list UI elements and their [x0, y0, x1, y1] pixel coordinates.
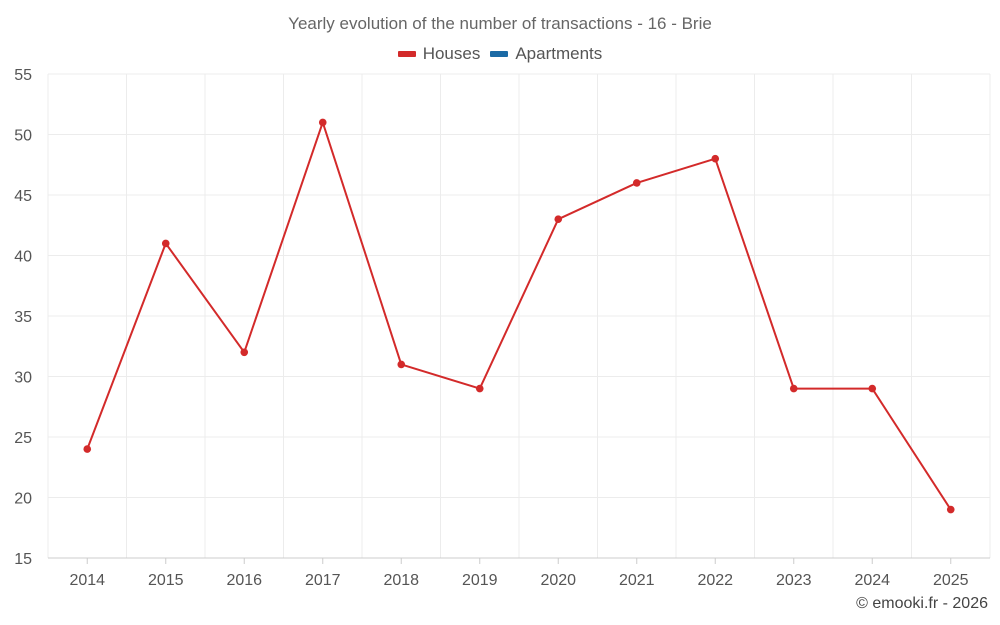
chart-legend: Houses Apartments	[0, 44, 1000, 64]
x-tick-label: 2015	[148, 572, 184, 589]
data-point	[397, 360, 406, 369]
x-tick-label: 2020	[540, 572, 576, 589]
series-line-houses	[86, 121, 952, 511]
x-tick-label: 2023	[776, 572, 812, 589]
y-tick-label: 25	[14, 430, 32, 447]
y-tick-label: 15	[14, 551, 32, 568]
y-tick-label: 55	[14, 67, 32, 84]
x-tick-label: 2025	[933, 572, 969, 589]
data-point	[632, 179, 641, 187]
credit-text: © emooki.fr - 2026	[856, 595, 988, 612]
legend-item-houses[interactable]: Houses	[397, 44, 481, 64]
legend-swatch-apartments	[490, 51, 509, 57]
data-point	[554, 215, 563, 223]
x-tick-label: 2017	[305, 572, 341, 589]
x-tick-label: 2022	[697, 572, 733, 589]
data-point	[868, 384, 877, 393]
y-tick-label: 45	[14, 188, 32, 205]
x-tick-label: 2024	[854, 572, 890, 589]
data-point	[946, 505, 955, 514]
legend-label-houses: Houses	[422, 44, 481, 63]
x-tick-label: 2019	[462, 572, 498, 589]
data-point	[161, 239, 170, 248]
data-point	[475, 384, 484, 393]
x-tick-label: 2016	[226, 572, 262, 589]
data-point	[83, 445, 92, 453]
x-tick-label: 2018	[383, 572, 419, 589]
y-tick-label: 30	[14, 370, 32, 387]
data-point	[318, 118, 327, 127]
x-tick-label: 2021	[619, 572, 655, 589]
data-point	[789, 384, 798, 393]
y-tick-label: 50	[14, 128, 32, 145]
y-tick-label: 35	[14, 309, 32, 326]
y-tick-label: 20	[14, 491, 32, 508]
legend-label-apartments: Apartments	[515, 44, 603, 63]
legend-item-apartments[interactable]: Apartments	[490, 44, 602, 64]
legend-swatch-houses	[397, 51, 416, 57]
x-tick-label: 2014	[69, 572, 105, 589]
chart-title: Yearly evolution of the number of transa…	[288, 14, 712, 33]
data-point	[711, 154, 720, 163]
y-tick-label: 40	[14, 249, 32, 266]
data-point	[240, 348, 249, 357]
